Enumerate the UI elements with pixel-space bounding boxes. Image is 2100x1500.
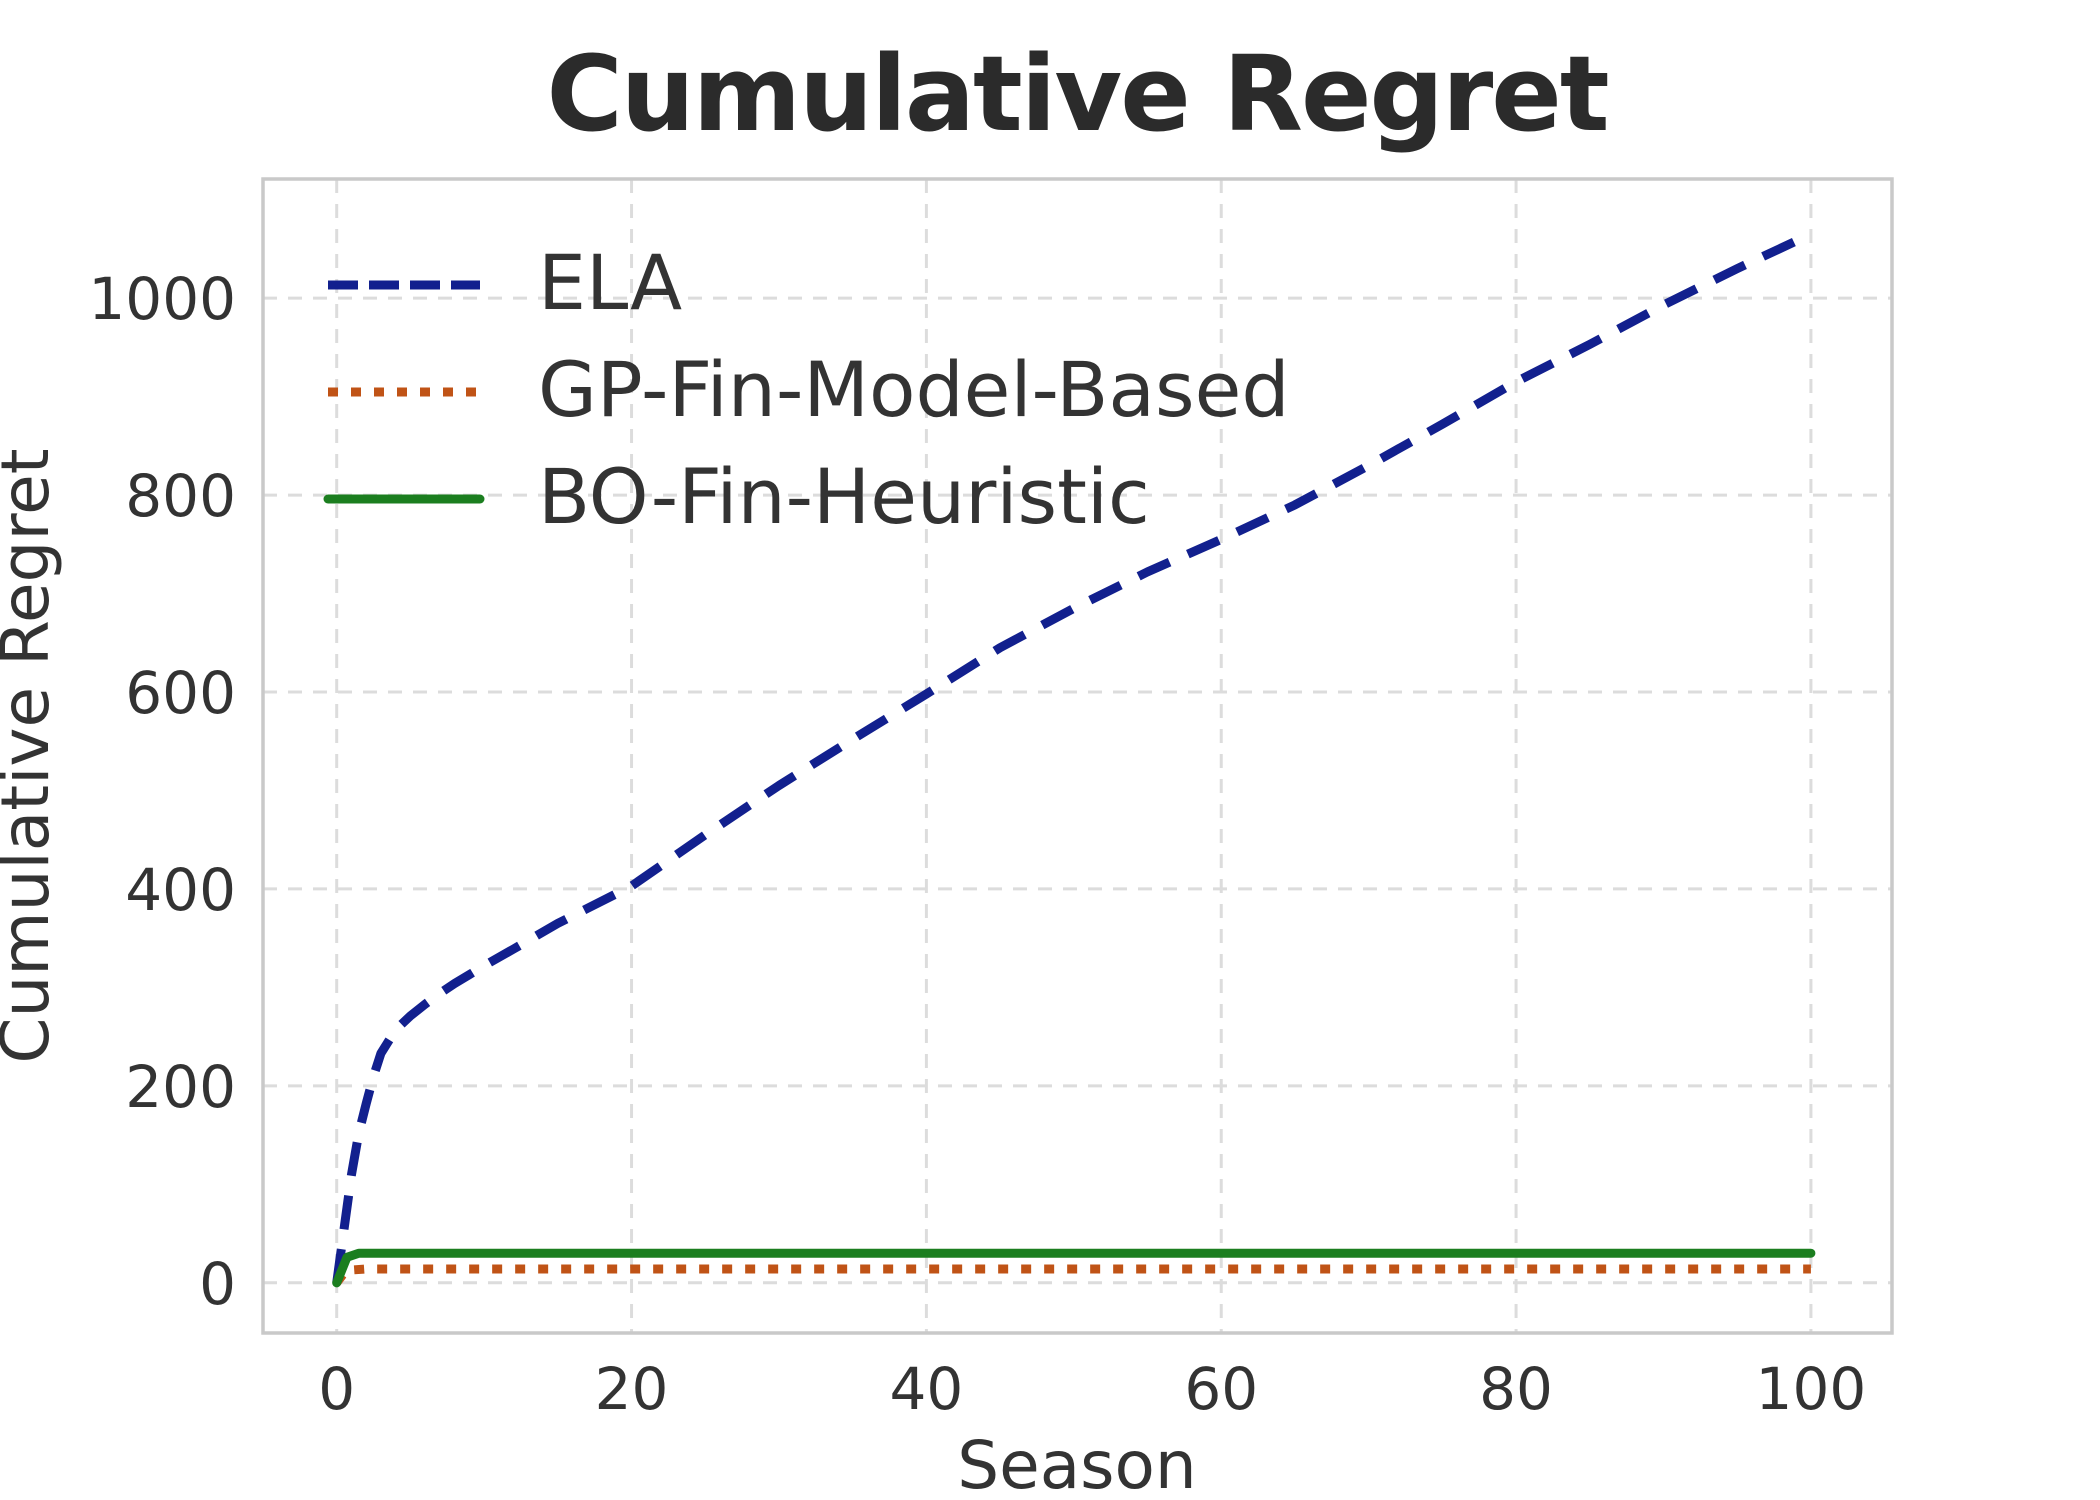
- legend-item-ela: ELA: [328, 238, 682, 327]
- grid-layer: [263, 179, 1892, 1333]
- x-tick-label: 100: [1756, 1355, 1867, 1423]
- plot-area: [261, 177, 1894, 1335]
- legend-item-bo-fin-heuristic: BO-Fin-Heuristic: [323, 452, 1150, 541]
- y-axis-label: Cumulative Regret: [0, 448, 64, 1063]
- x-tick-label: 60: [1184, 1355, 1258, 1423]
- y-tick-label: 0: [199, 1250, 236, 1318]
- x-tick-label: 0: [318, 1355, 355, 1423]
- series-line-bo-fin-heuristic: [332, 1248, 1816, 1288]
- x-axis-label: Season: [957, 1427, 1197, 1500]
- y-tick-label: 800: [125, 462, 236, 530]
- series-line-gp-fin-model-based: [333, 1264, 1811, 1286]
- legend: ELA GP-Fin-Model-Based BO-Fin-Heuristic: [323, 238, 1290, 541]
- y-tick-label: 400: [125, 856, 236, 924]
- legend-item-gp-fin-model-based: GP-Fin-Model-Based: [328, 345, 1290, 434]
- chart-title: Cumulative Regret: [546, 33, 1607, 155]
- x-tick-label: 40: [889, 1355, 963, 1423]
- legend-label: GP-Fin-Model-Based: [538, 345, 1290, 434]
- legend-label: BO-Fin-Heuristic: [538, 452, 1150, 541]
- legend-label: ELA: [538, 238, 682, 327]
- y-tick-label: 1000: [88, 265, 236, 333]
- series-layer: [332, 230, 1816, 1288]
- series-line-ela: [332, 230, 1813, 1284]
- x-tick-label: 80: [1479, 1355, 1553, 1423]
- y-tick-label: 600: [125, 659, 236, 727]
- x-tick-label: 20: [595, 1355, 669, 1423]
- y-tick-label: 200: [125, 1053, 236, 1121]
